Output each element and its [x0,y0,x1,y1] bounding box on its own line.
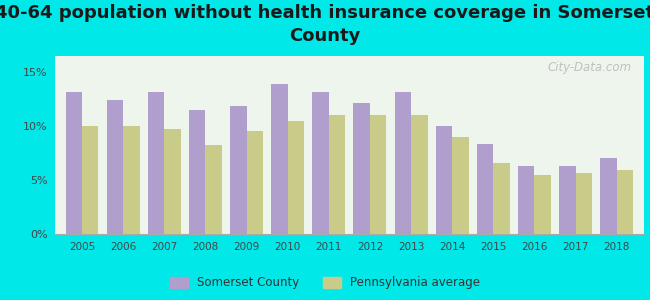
Bar [559,166,576,234]
Bar [107,100,123,234]
Bar [493,163,510,234]
Bar [436,126,452,234]
Text: 40-64 population without health insurance coverage in Somerset
County: 40-64 population without health insuranc… [0,4,650,45]
Bar [477,144,493,234]
Bar [395,92,411,234]
Bar [246,131,263,234]
Bar [271,84,288,234]
Bar [189,110,205,234]
Bar [288,122,304,234]
Bar [230,106,246,234]
Bar [452,136,469,234]
Bar [617,170,633,234]
Bar [370,115,386,234]
Bar [123,126,140,234]
Bar [82,126,98,234]
Bar [66,92,82,234]
Bar [205,145,222,234]
Bar [601,158,617,234]
Bar [411,115,428,234]
Text: City-Data.com: City-Data.com [547,61,632,74]
Legend: Somerset County, Pennsylvania average: Somerset County, Pennsylvania average [165,272,485,294]
Bar [313,92,329,234]
Bar [354,103,370,234]
Bar [148,92,164,234]
Bar [518,166,534,234]
Bar [576,173,592,234]
Bar [164,129,181,234]
Bar [329,115,345,234]
Bar [534,175,551,234]
